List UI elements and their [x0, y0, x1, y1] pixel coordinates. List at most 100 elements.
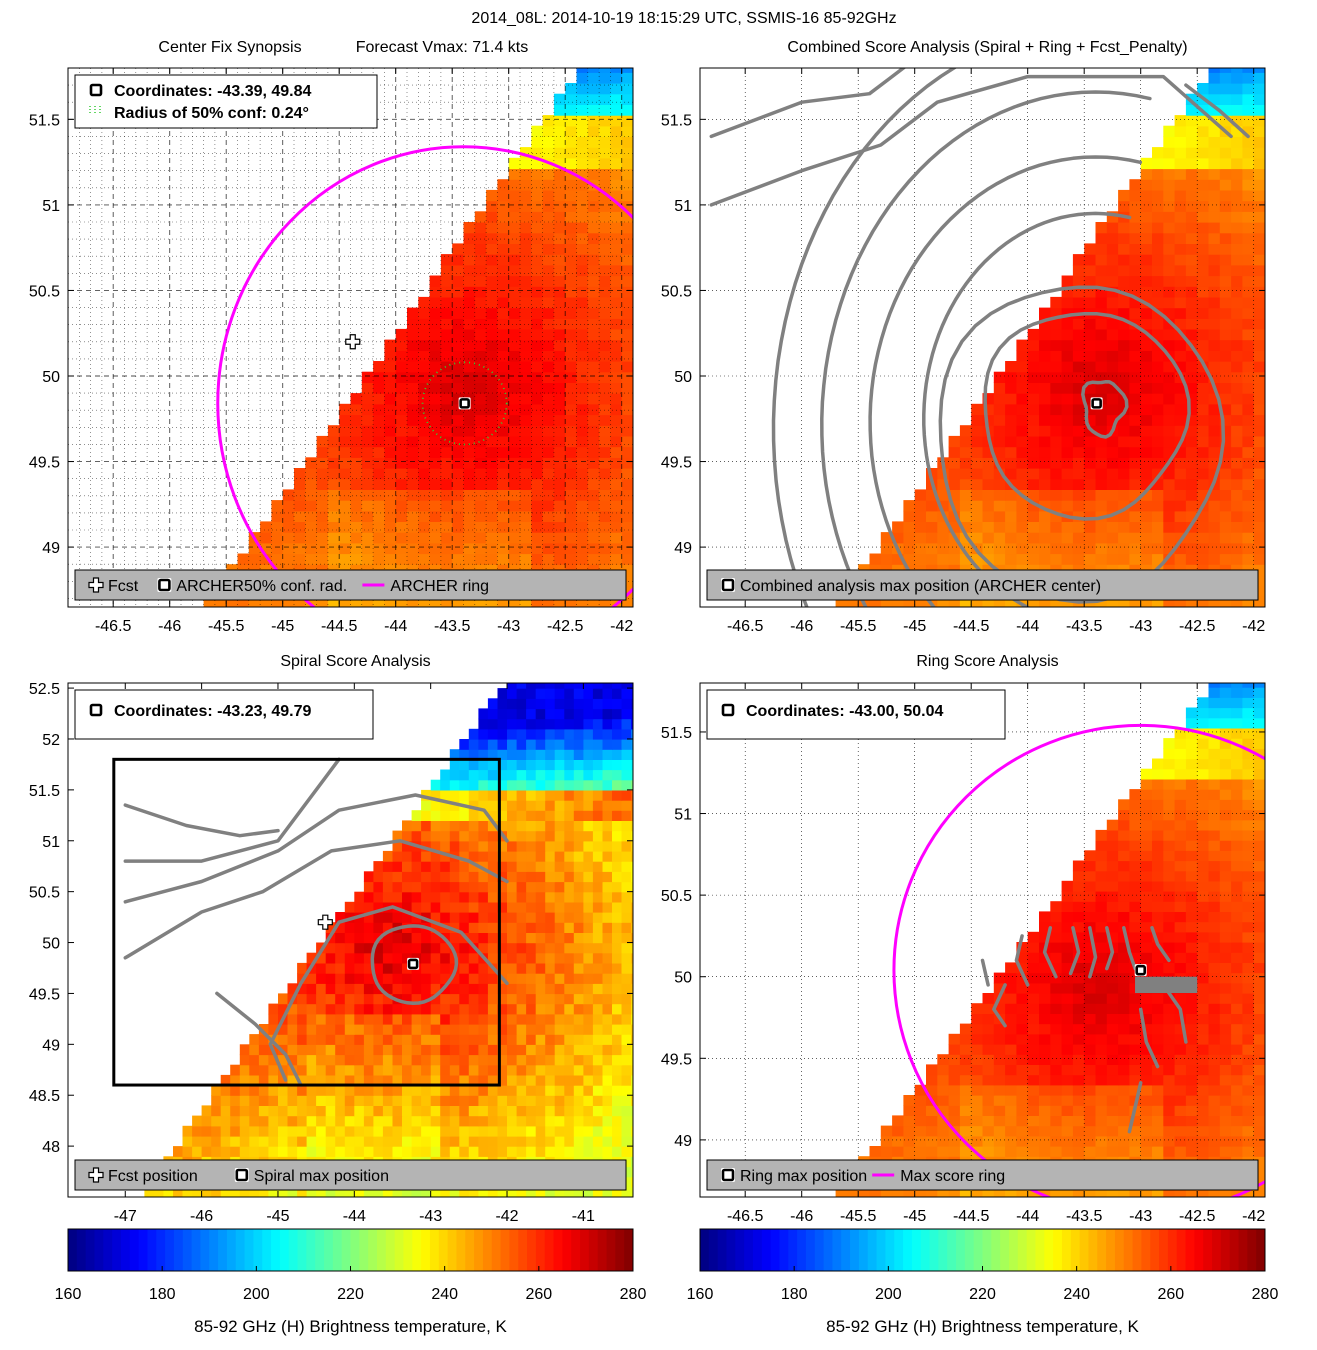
- heatmap-cell: [564, 962, 575, 974]
- heatmap-cell: [361, 393, 374, 405]
- heatmap-cell: [507, 708, 518, 720]
- heatmap-cell: [535, 1044, 546, 1056]
- heatmap-cell: [576, 596, 589, 607]
- heatmap-cell: [411, 901, 422, 913]
- heatmap-cell: [602, 830, 613, 842]
- heatmap-cell: [583, 881, 594, 893]
- heatmap-cell: [1197, 200, 1210, 212]
- heatmap-cell: [564, 1115, 575, 1127]
- heatmap-cell: [463, 596, 476, 607]
- heatmap-cell: [621, 861, 632, 872]
- heatmap-cell: [402, 840, 413, 852]
- heatmap-cell: [583, 1115, 594, 1127]
- heatmap-cell: [1197, 264, 1210, 277]
- heatmap-cell: [612, 1186, 623, 1197]
- heatmap-cell: [553, 222, 566, 234]
- heatmap-cell: [621, 189, 633, 202]
- heatmap-cell: [631, 881, 633, 893]
- heatmap-cell: [610, 200, 623, 212]
- heatmap-cell: [220, 1085, 231, 1096]
- heatmap-cell: [1185, 1013, 1198, 1025]
- heatmap-cell: [411, 861, 422, 872]
- heatmap-cell: [583, 749, 594, 760]
- heatmap-cell: [565, 446, 578, 458]
- heatmap-cell: [573, 871, 584, 883]
- heatmap-cell: [1208, 1135, 1221, 1147]
- heatmap-cell: [1265, 72, 1277, 83]
- heatmap-cell: [621, 157, 633, 170]
- heatmap-cell: [531, 596, 544, 607]
- heatmap-cell: [468, 932, 479, 944]
- heatmap-cell: [926, 1105, 938, 1116]
- heatmap-cell: [384, 435, 397, 448]
- heatmap-cell: [948, 1054, 961, 1065]
- heatmap-cell: [459, 739, 470, 750]
- heatmap-cell: [610, 532, 623, 544]
- heatmap-cell: [497, 1095, 508, 1106]
- heatmap-cell: [602, 749, 613, 760]
- heatmap-cell: [395, 425, 408, 437]
- heatmap-cell: [553, 189, 566, 202]
- heatmap-cell: [1129, 382, 1142, 394]
- heatmap-cell: [497, 478, 510, 490]
- heatmap-cell: [373, 1074, 384, 1086]
- heatmap-cell: [407, 457, 419, 469]
- heatmap-cell: [1197, 393, 1210, 405]
- overlays: [216, 145, 633, 607]
- heatmap-cell: [545, 810, 556, 821]
- heatmap-cell: [468, 993, 479, 1005]
- heatmap-cell: [1219, 371, 1232, 383]
- heatmap-cell: [1084, 361, 1097, 373]
- heatmap-cell: [1118, 521, 1130, 533]
- heatmap-cell: [1265, 1095, 1277, 1106]
- heatmap-cell: [565, 457, 578, 469]
- heatmap-cell: [621, 1135, 632, 1147]
- heatmap-cell: [599, 286, 611, 298]
- heatmap-cell: [316, 1034, 327, 1045]
- contour-line: [370, 924, 459, 1006]
- heatmap-cell: [339, 596, 352, 607]
- heatmap-cell: [621, 952, 632, 964]
- heatmap-cell: [344, 1095, 355, 1106]
- heatmap-cell: [583, 1044, 594, 1056]
- heatmap-cell: [1072, 1135, 1085, 1147]
- heatmap-cell: [599, 361, 611, 373]
- heatmap-cell: [554, 973, 565, 984]
- search-box: [112, 757, 501, 1087]
- heatmap-cell: [1265, 104, 1277, 115]
- heatmap-cell: [1005, 382, 1017, 394]
- heatmap-cell: [507, 993, 518, 1005]
- heatmap-cell: [1185, 93, 1198, 105]
- heatmap-cell: [440, 403, 453, 416]
- heatmap-cell: [463, 425, 476, 437]
- heatmap-cell: [633, 361, 645, 372]
- heatmap-cell: [982, 414, 995, 426]
- heatmap-cell: [1231, 296, 1243, 309]
- heatmap-cell: [583, 688, 594, 699]
- heatmap-cell: [1163, 1074, 1176, 1086]
- heatmap-cell: [497, 435, 510, 448]
- heatmap-cell: [1095, 1074, 1108, 1086]
- heatmap-cell: [982, 457, 995, 469]
- heatmap-cell: [350, 478, 363, 490]
- heatmap-cell: [583, 1024, 594, 1035]
- heatmap-cell: [948, 510, 961, 522]
- heatmap-cell: [1174, 457, 1187, 469]
- heatmap-cell: [459, 962, 470, 974]
- heatmap-cell: [440, 328, 453, 341]
- heatmap-cell: [583, 850, 594, 862]
- heatmap-cell: [971, 1084, 984, 1096]
- heatmap-cell: [407, 446, 419, 458]
- heatmap-cell: [531, 478, 544, 490]
- heatmap-cell: [507, 973, 518, 984]
- heatmap-cell: [1084, 371, 1097, 383]
- heatmap-cell: [474, 478, 487, 490]
- heatmap-cell: [1242, 68, 1255, 73]
- heatmap-cell: [508, 596, 521, 607]
- heatmap-cell: [440, 468, 453, 480]
- heatmap-cell: [1050, 446, 1063, 458]
- heatmap-cell: [610, 393, 623, 405]
- heatmap-cell: [268, 1085, 279, 1096]
- panel-combined: -46.5 -46 -45.5 -45 -44.5 -44 -43.5 -43 -42.5 -42…: [661, 39, 1277, 635]
- heatmap-cell: [982, 532, 995, 544]
